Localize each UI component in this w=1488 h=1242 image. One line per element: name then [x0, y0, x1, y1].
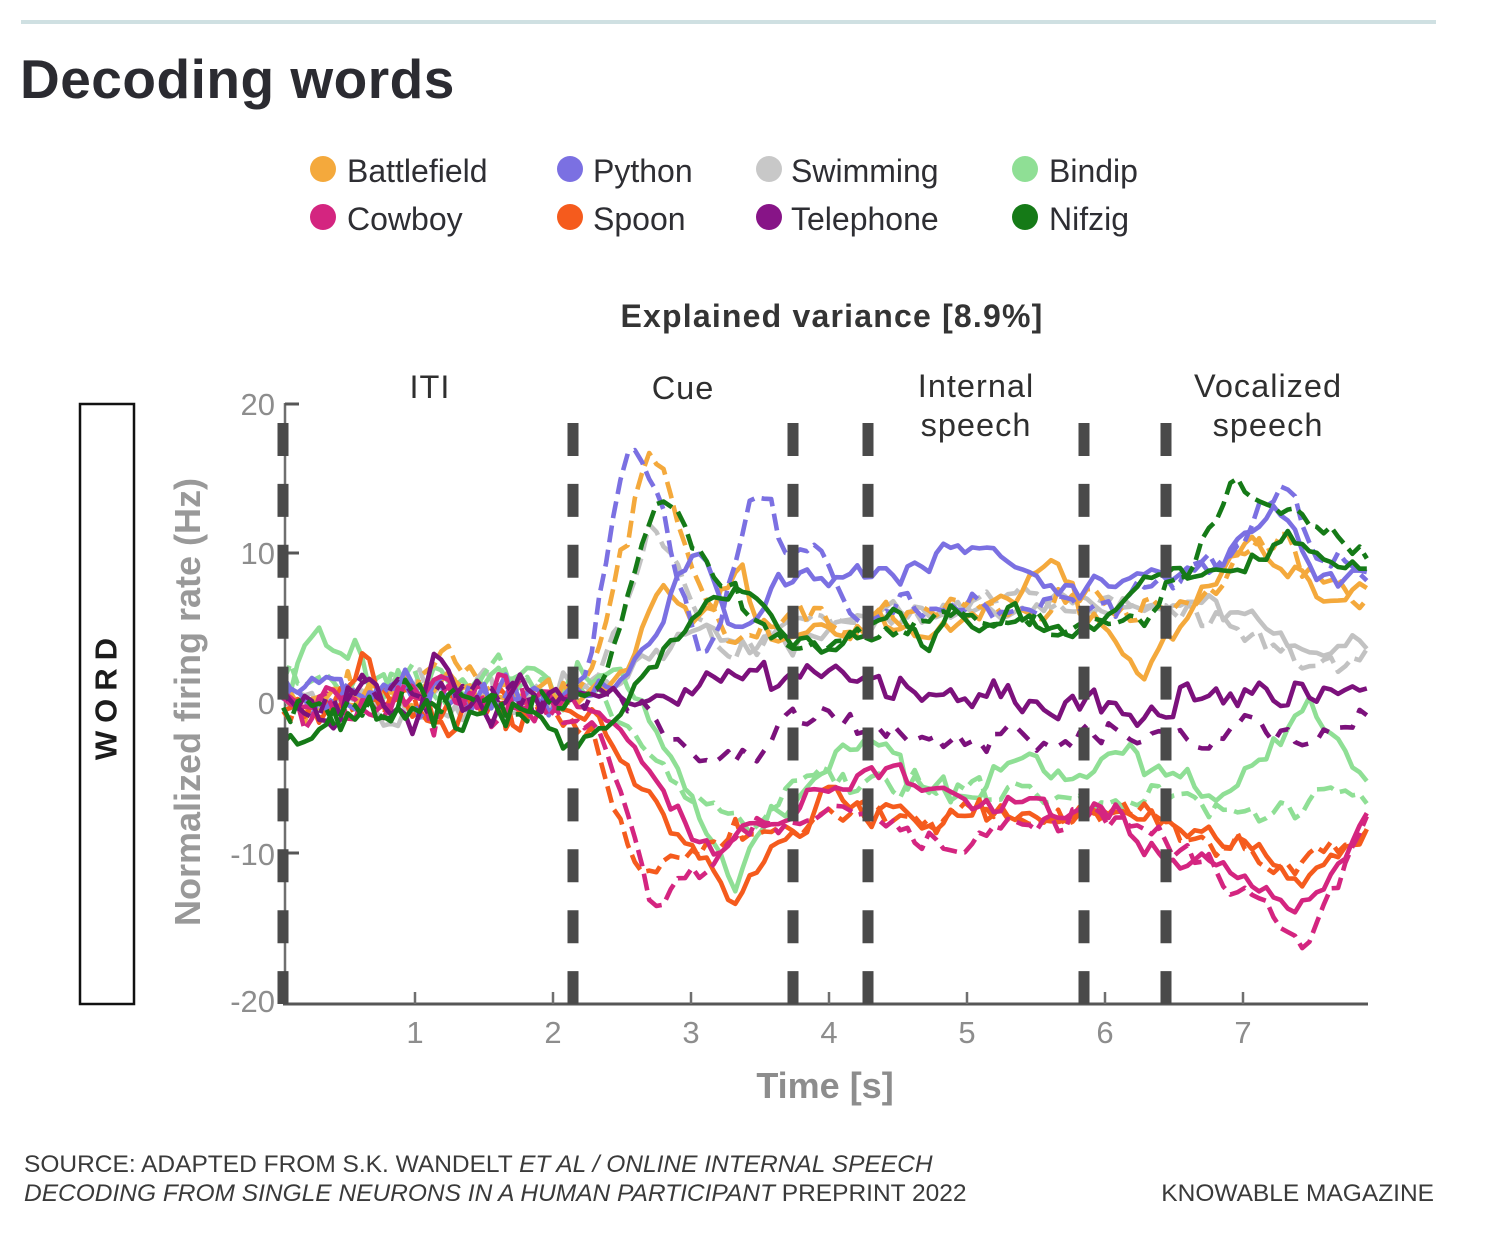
svg-text:6: 6 [1096, 1015, 1113, 1050]
svg-text:ITI: ITI [410, 369, 451, 405]
svg-text:Normalized firing rate (Hz): Normalized firing rate (Hz) [167, 478, 208, 926]
svg-text:Explained variance [8.9%]: Explained variance [8.9%] [620, 298, 1043, 334]
svg-text:20: 20 [241, 387, 275, 422]
svg-text:speech: speech [921, 407, 1032, 443]
svg-text:0: 0 [258, 686, 275, 721]
svg-text:2: 2 [544, 1015, 561, 1050]
svg-text:WORD: WORD [89, 630, 124, 760]
svg-text:5: 5 [958, 1015, 975, 1050]
svg-text:speech: speech [1213, 407, 1324, 443]
svg-text:Internal: Internal [918, 368, 1034, 404]
svg-text:Vocalized: Vocalized [1194, 368, 1342, 404]
svg-text:1: 1 [406, 1015, 423, 1050]
svg-text:Cue: Cue [652, 370, 715, 406]
svg-text:10: 10 [241, 536, 275, 571]
svg-text:-10: -10 [230, 837, 275, 872]
svg-text:4: 4 [820, 1015, 837, 1050]
svg-text:7: 7 [1234, 1015, 1251, 1050]
svg-text:3: 3 [682, 1015, 699, 1050]
svg-text:Time [s]: Time [s] [756, 1065, 893, 1106]
svg-text:-20: -20 [230, 984, 275, 1019]
